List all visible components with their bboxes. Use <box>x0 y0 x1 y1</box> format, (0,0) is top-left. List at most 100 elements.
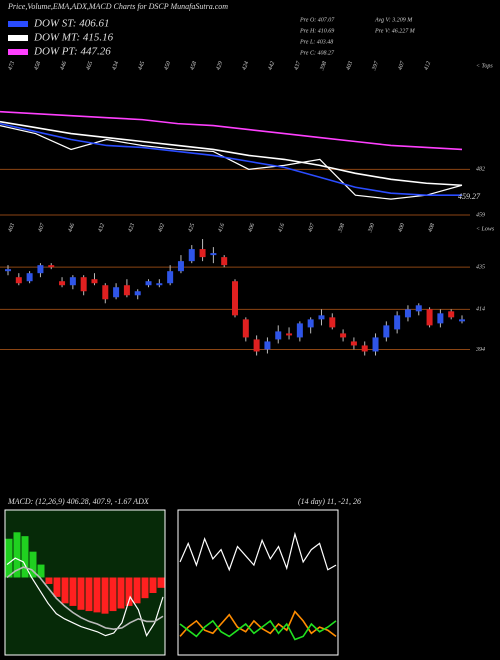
candle-body <box>199 249 206 258</box>
candle-body <box>404 309 411 318</box>
panel <box>177 509 339 656</box>
volume-label: 450 <box>163 60 173 71</box>
histogram-bar <box>133 577 141 604</box>
adx-title: (14 day) 11, -21, 26 <box>298 497 361 506</box>
candle-body <box>415 305 422 312</box>
volume-label: 408 <box>427 222 437 233</box>
histogram-bar <box>29 551 37 578</box>
series-line <box>6 557 164 638</box>
volume-label: 445 <box>137 60 147 71</box>
histogram-bar <box>53 577 61 597</box>
y-tick-label: 459 <box>476 211 485 218</box>
volume-label: 407 <box>307 221 317 233</box>
y-tick-label: 482 <box>476 166 485 173</box>
candle-body <box>91 279 98 284</box>
histogram-bar <box>101 577 109 614</box>
volume-label: 432 <box>97 222 107 233</box>
candle-body <box>426 309 433 326</box>
candle-body <box>26 273 33 282</box>
volume-label: 434 <box>111 60 121 71</box>
quote-info: Pre L: 403.48 <box>299 38 333 45</box>
volume-label: 425 <box>187 222 197 233</box>
chart-title: Price,Volume,EMA,ADX,MACD Charts for DSC… <box>7 2 228 11</box>
candle-body <box>210 253 217 256</box>
candle-body <box>167 271 174 284</box>
legend-label: DOW MT: 415.16 <box>33 32 114 44</box>
panel <box>4 509 166 656</box>
legend-swatch <box>8 49 28 55</box>
series-line <box>0 122 462 196</box>
volume-label: 465 <box>85 60 95 71</box>
candle-body <box>275 331 282 340</box>
quote-info: Pre C: 408.27 <box>299 49 335 56</box>
volume-label: 390 <box>367 223 376 234</box>
candle-body <box>318 315 325 320</box>
price-label: 459.27 <box>458 192 481 201</box>
legend-swatch <box>8 21 28 27</box>
candle-body <box>69 277 76 286</box>
side-label: < Tops <box>476 63 493 69</box>
histogram-bar <box>157 577 165 588</box>
candle-body <box>145 281 152 286</box>
volume-label: 446 <box>67 222 77 233</box>
volume-label: 437 <box>293 59 303 71</box>
candle-body <box>188 249 195 262</box>
volume-label: 446 <box>59 60 69 71</box>
histogram-bar <box>61 577 69 604</box>
volume-label: 412 <box>423 60 433 71</box>
volume-label: 397 <box>371 60 380 72</box>
candle-body <box>361 345 368 352</box>
volume-label: 407 <box>37 221 47 233</box>
candle-body <box>296 323 303 338</box>
volume-label: 424 <box>241 60 251 71</box>
side-label: < Lows <box>476 226 495 232</box>
candle-body <box>59 281 66 286</box>
volume-label: 398 <box>319 61 328 72</box>
histogram-bar <box>21 536 29 578</box>
candle-body <box>48 265 55 268</box>
histogram-bar <box>125 577 133 606</box>
candle-body <box>340 333 347 338</box>
series-line <box>0 110 463 151</box>
candle-body <box>242 319 249 338</box>
histogram-bar <box>45 577 53 584</box>
candle-body <box>264 341 271 350</box>
histogram-bar <box>77 577 85 610</box>
macd-title: MACD: (12,26,9) 406.28, 407.9, -1.67 ADX <box>7 497 150 506</box>
series-line <box>6 566 164 630</box>
series-line <box>179 531 337 572</box>
volume-label: 416 <box>217 222 227 233</box>
quote-info: Pre H: 410.69 <box>299 27 334 34</box>
histogram-bar <box>93 577 101 613</box>
y-tick-label: 414 <box>476 306 485 313</box>
volume-label: 423 <box>127 222 137 233</box>
histogram-bar <box>141 577 149 599</box>
candle-body <box>156 283 163 286</box>
candle-body <box>329 317 336 328</box>
candle-body <box>80 277 87 292</box>
candle-body <box>134 291 141 296</box>
volume-label: 400 <box>397 222 407 233</box>
histogram-bar <box>117 577 125 609</box>
volume-label: 402 <box>157 222 167 233</box>
legend-label: DOW ST: 406.61 <box>33 18 109 30</box>
candle-body <box>350 341 357 346</box>
candle-body <box>253 339 260 352</box>
candle-body <box>232 281 238 316</box>
candle-body <box>123 285 130 296</box>
series-line <box>0 120 463 187</box>
histogram-bar <box>5 538 13 578</box>
volume-label: 403 <box>345 60 355 71</box>
candle-body <box>459 319 465 322</box>
volume-label: 403 <box>7 222 17 233</box>
series-line <box>179 619 337 641</box>
candle-body <box>221 257 228 266</box>
histogram-bar <box>69 577 77 606</box>
y-tick-label: 394 <box>475 346 485 353</box>
histogram-bar <box>37 564 45 578</box>
candle-body <box>448 311 455 318</box>
candle-body <box>307 319 314 328</box>
candle-body <box>383 325 390 338</box>
histogram-bar <box>109 577 117 612</box>
